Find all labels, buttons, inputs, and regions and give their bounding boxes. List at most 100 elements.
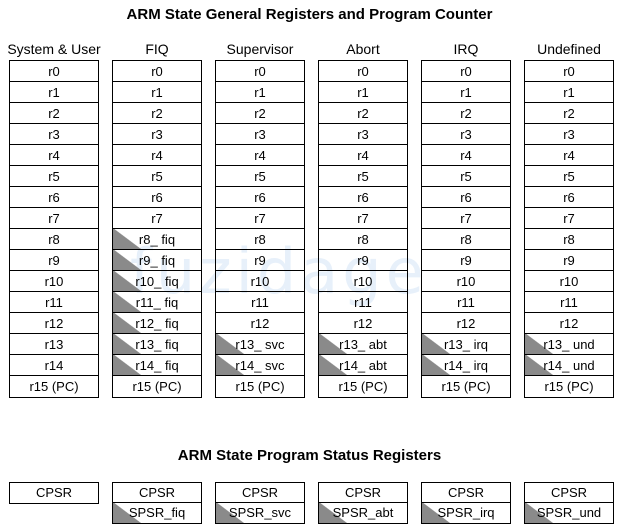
register-cell: r1 bbox=[113, 82, 201, 103]
register-label: r13_ fiq bbox=[135, 337, 179, 352]
register-cell-banked: r14_ und bbox=[525, 355, 613, 376]
psr-column-irq: CPSR SPSR_irq bbox=[421, 482, 511, 524]
register-label: r15 (PC) bbox=[235, 379, 285, 394]
register-label: r5 bbox=[460, 169, 472, 184]
register-label: r12 bbox=[456, 316, 476, 331]
register-label: r9 bbox=[563, 253, 575, 268]
register-label: r2 bbox=[460, 106, 472, 121]
register-cell: r0 bbox=[319, 61, 407, 82]
register-cell: r12 bbox=[10, 313, 98, 334]
mode-header-system-user: System & User bbox=[7, 41, 101, 57]
register-cell: r8 bbox=[216, 229, 304, 250]
register-label: r9 bbox=[254, 253, 266, 268]
register-cell-banked: r13_ und bbox=[525, 334, 613, 355]
register-cell-banked: r13_ svc bbox=[216, 334, 304, 355]
register-cell: r6 bbox=[10, 187, 98, 208]
register-column-fiq: r0 r1 r2 r3 r4 r5 r6 r7 r8_ fiq r9_ fiq r10_ fiq r1… bbox=[112, 60, 202, 398]
register-cell: r0 bbox=[422, 61, 510, 82]
register-label: r1 bbox=[254, 85, 266, 100]
register-cell-banked: r14_ svc bbox=[216, 355, 304, 376]
register-label: r0 bbox=[357, 64, 369, 79]
registers-title: ARM State General Registers and Program … bbox=[126, 6, 493, 23]
spsr-cell: SPSR_und bbox=[525, 503, 613, 523]
mode-header-fiq: FIQ bbox=[145, 41, 169, 57]
register-label: r5 bbox=[357, 169, 369, 184]
register-cell: r6 bbox=[525, 187, 613, 208]
register-label: r6 bbox=[48, 190, 60, 205]
register-cell-banked: r14_ abt bbox=[319, 355, 407, 376]
register-cell: r7 bbox=[525, 208, 613, 229]
register-cell: r3 bbox=[422, 124, 510, 145]
register-label: r7 bbox=[48, 211, 60, 226]
psr-column-supervisor: CPSR SPSR_svc bbox=[215, 482, 305, 524]
register-cell: r11 bbox=[422, 292, 510, 313]
register-cell-banked: r12_ fiq bbox=[113, 313, 201, 334]
register-label: r15 (PC) bbox=[338, 379, 388, 394]
psr-label: CPSR bbox=[447, 485, 485, 500]
register-label: r12 bbox=[559, 316, 579, 331]
register-cell-banked: r13_ irq bbox=[422, 334, 510, 355]
cpsr-cell: CPSR bbox=[113, 483, 201, 503]
register-cell: r7 bbox=[113, 208, 201, 229]
register-cell: r9 bbox=[216, 250, 304, 271]
register-label: r3 bbox=[357, 127, 369, 142]
spsr-cell: SPSR_svc bbox=[216, 503, 304, 523]
register-cell: r2 bbox=[525, 103, 613, 124]
register-label: r6 bbox=[460, 190, 472, 205]
register-cell: r6 bbox=[422, 187, 510, 208]
register-label: r0 bbox=[563, 64, 575, 79]
psr-column-abort: CPSR SPSR_abt bbox=[318, 482, 408, 524]
register-column-irq: r0 r1 r2 r3 r4 r5 r6 r7 r8 r9 r10 r11 r12 r13_ irq r14… bbox=[421, 60, 511, 398]
mode-header-undefined: Undefined bbox=[537, 41, 601, 57]
register-cell: r12 bbox=[422, 313, 510, 334]
register-label: r6 bbox=[151, 190, 163, 205]
psr-label: SPSR_svc bbox=[228, 505, 292, 520]
register-cell: r3 bbox=[319, 124, 407, 145]
register-cell: r13 bbox=[10, 334, 98, 355]
register-label: r10 bbox=[353, 274, 373, 289]
register-cell: r4 bbox=[525, 145, 613, 166]
register-cell: r6 bbox=[113, 187, 201, 208]
register-label: r1 bbox=[460, 85, 472, 100]
register-cell: r5 bbox=[422, 166, 510, 187]
register-cell: r5 bbox=[525, 166, 613, 187]
register-label: r3 bbox=[460, 127, 472, 142]
register-cell: r11 bbox=[525, 292, 613, 313]
register-cell-banked: r14_ fiq bbox=[113, 355, 201, 376]
register-cell: r10 bbox=[525, 271, 613, 292]
register-label: r5 bbox=[254, 169, 266, 184]
register-cell: r5 bbox=[319, 166, 407, 187]
register-cell: r15 (PC) bbox=[216, 376, 304, 397]
register-column-undefined: r0 r1 r2 r3 r4 r5 r6 r7 r8 r9 r10 r11 r12 r13_ und r14… bbox=[524, 60, 614, 398]
register-cell: r15 (PC) bbox=[10, 376, 98, 397]
register-label: r8 bbox=[357, 232, 369, 247]
register-label: r14 bbox=[44, 358, 64, 373]
register-label: r9 bbox=[357, 253, 369, 268]
register-label: r4 bbox=[254, 148, 266, 163]
register-label: r12 bbox=[44, 316, 64, 331]
register-cell: r14 bbox=[10, 355, 98, 376]
register-cell: r15 (PC) bbox=[422, 376, 510, 397]
register-cell: r8 bbox=[319, 229, 407, 250]
register-label: r10_ fiq bbox=[135, 274, 179, 289]
register-label: r10 bbox=[456, 274, 476, 289]
register-label: r0 bbox=[151, 64, 163, 79]
register-label: r8 bbox=[48, 232, 60, 247]
register-label: r14_ fiq bbox=[135, 358, 179, 373]
register-label: r15 (PC) bbox=[29, 379, 79, 394]
register-cell: r4 bbox=[216, 145, 304, 166]
register-label: r2 bbox=[254, 106, 266, 121]
register-cell: r7 bbox=[10, 208, 98, 229]
register-label: r7 bbox=[460, 211, 472, 226]
register-cell: r1 bbox=[10, 82, 98, 103]
register-cell: r12 bbox=[319, 313, 407, 334]
register-cell-banked: r10_ fiq bbox=[113, 271, 201, 292]
register-cell: r3 bbox=[216, 124, 304, 145]
register-cell: r11 bbox=[10, 292, 98, 313]
register-cell: r7 bbox=[422, 208, 510, 229]
register-label: r0 bbox=[48, 64, 60, 79]
psr-column-system-user: CPSR bbox=[9, 482, 99, 504]
register-cell: r3 bbox=[525, 124, 613, 145]
register-cell: r1 bbox=[319, 82, 407, 103]
cpsr-cell: CPSR bbox=[216, 483, 304, 503]
